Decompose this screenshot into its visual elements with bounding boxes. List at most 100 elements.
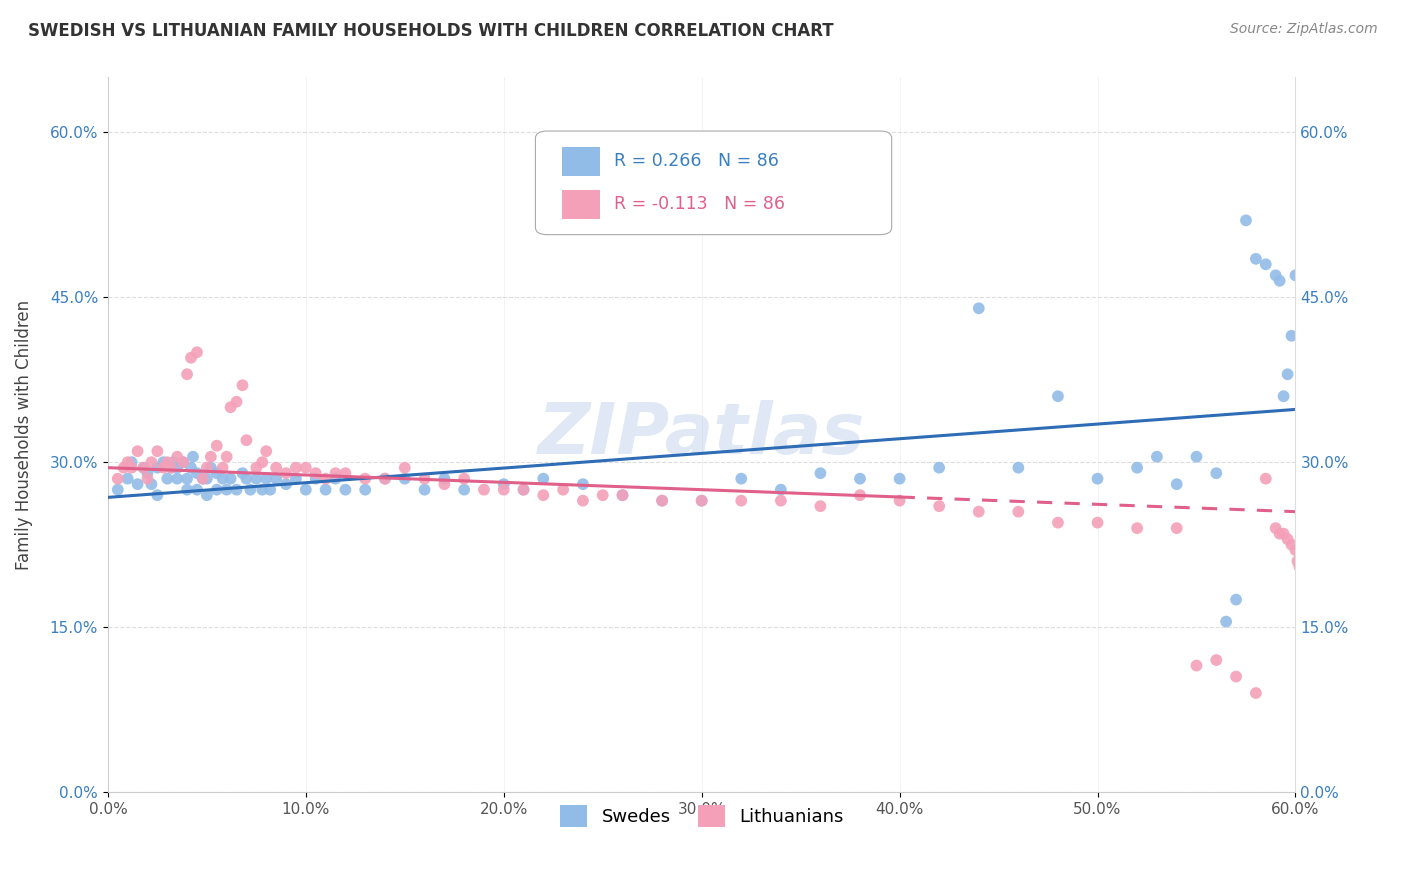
Point [967, 505, 990, 519]
Point [186, 466, 208, 480]
Point [252, 455, 274, 469]
Point [141, 477, 163, 491]
Point [531, 472, 554, 486]
Point [172, 455, 194, 469]
Text: SWEDISH VS LITHUANIAN FAMILY HOUSEHOLDS WITH CHILDREN CORRELATION CHART: SWEDISH VS LITHUANIAN FAMILY HOUSEHOLDS … [28, 22, 834, 40]
Point [730, 493, 752, 508]
Point [1244, 686, 1267, 700]
Y-axis label: Family Households with Children: Family Households with Children [15, 300, 32, 570]
Point [239, 483, 262, 497]
Point [315, 472, 337, 486]
Point [651, 493, 673, 508]
FancyBboxPatch shape [561, 190, 599, 219]
Point [1286, 554, 1309, 568]
Point [1007, 505, 1029, 519]
Point [928, 499, 950, 513]
Point [219, 401, 242, 415]
Point [1046, 389, 1069, 403]
Point [176, 483, 198, 497]
Point [453, 472, 475, 486]
Point [492, 477, 515, 491]
Point [849, 472, 872, 486]
Point [245, 460, 267, 475]
Point [112, 460, 135, 475]
Point [107, 483, 129, 497]
Point [325, 472, 347, 486]
Point [1277, 532, 1299, 546]
Point [651, 493, 673, 508]
Point [1284, 268, 1306, 283]
Point [166, 472, 188, 486]
Point [132, 460, 155, 475]
Point [928, 460, 950, 475]
Point [191, 472, 214, 486]
Point [284, 472, 307, 486]
Point [1264, 521, 1286, 535]
Text: Source: ZipAtlas.com: Source: ZipAtlas.com [1230, 22, 1378, 37]
Point [572, 493, 595, 508]
FancyBboxPatch shape [561, 147, 599, 176]
Point [180, 460, 202, 475]
Point [1087, 472, 1109, 486]
Point [1126, 460, 1149, 475]
Point [254, 472, 277, 486]
Point [374, 472, 396, 486]
Point [1205, 653, 1227, 667]
Point [1281, 328, 1303, 343]
Point [195, 472, 218, 486]
Point [200, 450, 222, 464]
FancyBboxPatch shape [536, 131, 891, 235]
Point [186, 345, 208, 359]
Point [1215, 615, 1237, 629]
Point [274, 477, 297, 491]
Point [1046, 516, 1069, 530]
Point [1264, 268, 1286, 283]
Point [354, 472, 377, 486]
Point [1166, 477, 1188, 491]
Point [531, 488, 554, 502]
Point [186, 483, 208, 497]
Point [612, 488, 634, 502]
Point [512, 483, 534, 497]
Point [612, 488, 634, 502]
Point [592, 488, 614, 502]
Point [394, 472, 416, 486]
Point [553, 483, 575, 497]
Point [160, 460, 183, 475]
Point [166, 460, 188, 475]
Point [156, 455, 179, 469]
Point [1126, 521, 1149, 535]
Point [284, 460, 307, 475]
Text: R = -0.113   N = 86: R = -0.113 N = 86 [614, 195, 785, 213]
Point [235, 434, 257, 448]
Point [180, 351, 202, 365]
Point [195, 460, 218, 475]
Point [274, 466, 297, 480]
Legend: Swedes, Lithuanians: Swedes, Lithuanians [553, 798, 851, 834]
Text: R = 0.266   N = 86: R = 0.266 N = 86 [614, 153, 779, 170]
Point [121, 460, 143, 475]
Point [305, 472, 328, 486]
Point [1284, 543, 1306, 558]
Point [181, 450, 204, 464]
Point [1234, 213, 1257, 227]
Point [1272, 526, 1295, 541]
Point [215, 450, 238, 464]
Point [231, 466, 253, 480]
Point [492, 483, 515, 497]
Point [1272, 389, 1295, 403]
Point [769, 493, 792, 508]
Point [374, 472, 396, 486]
Point [205, 483, 228, 497]
Point [572, 477, 595, 491]
Point [1268, 274, 1291, 288]
Point [413, 483, 436, 497]
Point [433, 477, 456, 491]
Point [1296, 592, 1319, 607]
Point [141, 455, 163, 469]
Point [1185, 658, 1208, 673]
Point [166, 450, 188, 464]
Point [1302, 625, 1324, 640]
Point [295, 460, 318, 475]
Point [264, 460, 287, 475]
